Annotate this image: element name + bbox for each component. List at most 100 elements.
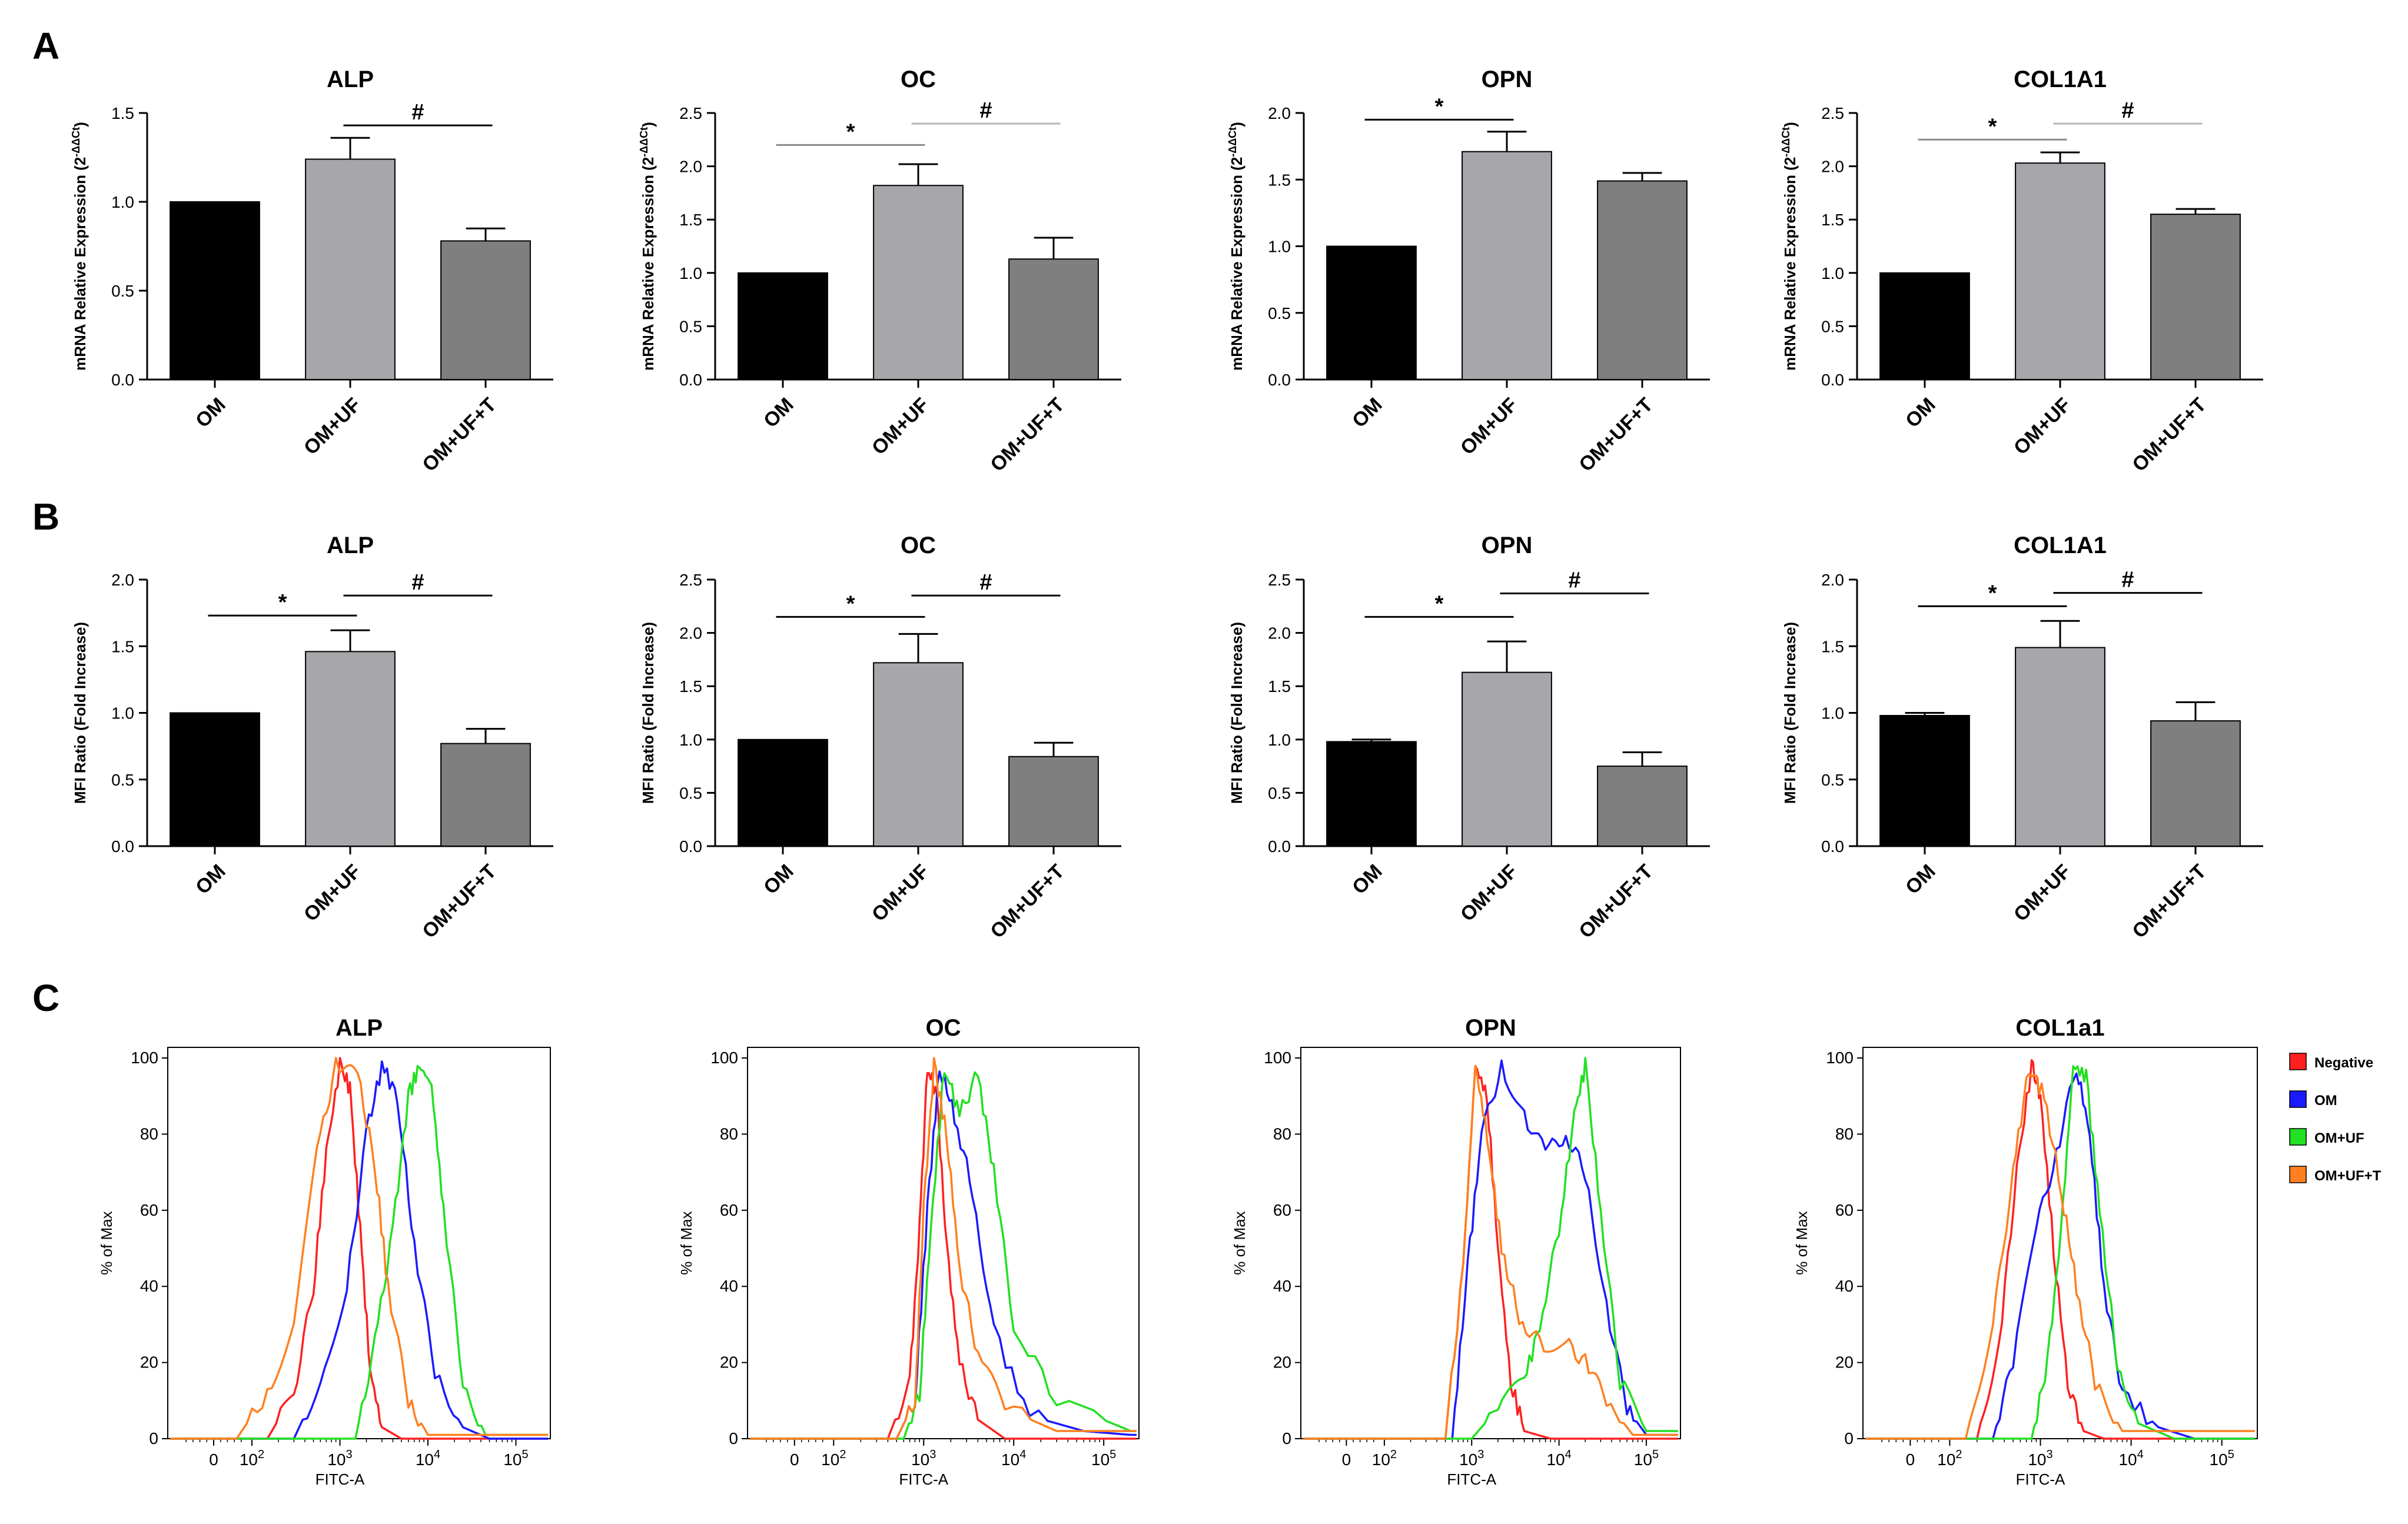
y-tick-label: 1.0 <box>679 731 702 749</box>
y-axis-label: mRNA Relative Expression (2-ΔΔCt) <box>1780 122 1799 371</box>
bar-om-uf <box>305 158 396 380</box>
bar-om-uf <box>1462 671 1552 847</box>
category-label: OM+UF <box>868 394 934 460</box>
y-tick-label: 1.0 <box>111 704 134 723</box>
y-tick-label: 2.0 <box>1821 571 1844 589</box>
bar-om-uf-t <box>1597 766 1688 847</box>
bar-om <box>1326 741 1417 847</box>
x-tick-base: 0 <box>790 1450 799 1469</box>
legend-label: OM+UF <box>2314 1130 2364 1146</box>
bar-om <box>170 712 260 847</box>
x-tick-label: 103 <box>911 1448 936 1469</box>
y-tick-label: 60 <box>720 1201 738 1219</box>
series-om <box>750 1070 1137 1440</box>
x-tick-exp: 4 <box>434 1448 440 1461</box>
series-om-uf <box>170 1064 548 1440</box>
bar-om-uf <box>305 651 396 847</box>
x-tick-label: 105 <box>1091 1448 1116 1469</box>
category-label: OM+UF+T <box>2128 860 2211 943</box>
chart-title: COL1a1 <box>2015 1015 2104 1041</box>
significance-symbol: # <box>979 570 992 595</box>
y-tick-label: 80 <box>720 1124 738 1143</box>
bar-om-uf-t <box>2150 214 2241 380</box>
y-axis-label-text: MFI Ratio (Fold Increase) <box>71 622 89 804</box>
category-label: OM <box>191 394 230 432</box>
plot-frame <box>1862 1047 2258 1439</box>
category-label: OM+UF+T <box>986 860 1069 943</box>
category-label: OM <box>1901 394 1940 432</box>
y-axis-label: mRNA Relative Expression (2-ΔΔCt) <box>70 122 89 371</box>
y-tick-label: 1.5 <box>111 637 134 655</box>
bar-om-uf <box>873 662 964 847</box>
x-tick-label: 0 <box>1342 1450 1351 1469</box>
y-tick-label: 1.0 <box>1821 704 1844 723</box>
chart-title: COL1A1 <box>2014 66 2107 92</box>
significance-symbol: # <box>1568 568 1580 593</box>
y-axis-label: MFI Ratio (Fold Increase) <box>1228 622 1245 804</box>
significance-symbol: # <box>979 98 992 123</box>
x-tick-base: 10 <box>1091 1450 1110 1469</box>
x-tick-label: 0 <box>1906 1450 1915 1469</box>
x-tick-base: 10 <box>1001 1450 1019 1469</box>
bar-om-uf-t <box>1008 756 1099 847</box>
x-axis-label: FITC-A <box>1447 1470 1496 1488</box>
chart-title: ALP <box>327 533 374 558</box>
bar-om-uf <box>2015 647 2105 847</box>
y-tick-label: 0.5 <box>1821 317 1844 335</box>
series-om-uf-t <box>750 1057 1137 1440</box>
y-tick-label: 40 <box>720 1277 738 1295</box>
y-tick-label: 2.5 <box>1268 571 1291 589</box>
x-tick-label: 103 <box>2028 1448 2052 1469</box>
y-tick-label: 0.0 <box>679 371 702 389</box>
category-label: OM+UF <box>2010 394 2075 460</box>
x-tick-base: 0 <box>1342 1450 1351 1469</box>
legend-label: OM+UF+T <box>2314 1168 2382 1184</box>
x-tick-exp: 3 <box>2047 1448 2053 1461</box>
y-axis-label-close: ) <box>1228 122 1245 127</box>
y-axis-label-sup: -ΔΔCt <box>70 127 82 157</box>
y-tick-label: 1.0 <box>1821 264 1844 282</box>
legend-swatch <box>2289 1166 2307 1183</box>
panel-letter-c: C <box>32 977 59 1019</box>
panel-letter-a: A <box>32 25 59 67</box>
x-tick-label: 102 <box>1937 1448 1962 1469</box>
category-label: OM+UF <box>1456 860 1522 926</box>
x-tick-base: 10 <box>821 1450 839 1469</box>
chart-title: OC <box>901 533 936 558</box>
y-tick-label: 60 <box>1273 1201 1291 1219</box>
y-tick-label: 40 <box>1273 1277 1291 1295</box>
y-axis-label: MFI Ratio (Fold Increase) <box>71 622 89 804</box>
x-tick-base: 10 <box>327 1450 346 1469</box>
bar-om-uf-t <box>1597 180 1688 380</box>
y-axis-label-text: mRNA Relative Expression (2 <box>1228 157 1245 371</box>
y-axis-label-close: ) <box>639 122 657 127</box>
bar-om-uf <box>1462 151 1552 380</box>
y-tick-label: 0.0 <box>1821 371 1844 389</box>
y-tick-label: 0 <box>729 1429 738 1448</box>
y-tick-label: 1.5 <box>1821 211 1844 229</box>
bar-om <box>1879 272 1970 380</box>
plot-frame <box>747 1047 1140 1439</box>
y-axis-label-text: MFI Ratio (Fold Increase) <box>1781 622 1799 804</box>
significance-symbol: # <box>2121 568 2134 593</box>
category-label: OM+UF <box>868 860 934 926</box>
series-negative <box>170 1057 548 1440</box>
y-axis-label-text: mRNA Relative Expression (2 <box>71 157 89 371</box>
y-axis-label: % of Max <box>677 1211 695 1275</box>
y-tick-label: 80 <box>1273 1124 1291 1143</box>
category-label: OM <box>759 394 798 432</box>
y-tick-label: 100 <box>1826 1049 1854 1067</box>
x-tick-exp: 2 <box>1955 1448 1962 1461</box>
x-tick-exp: 3 <box>346 1448 353 1461</box>
x-tick-exp: 5 <box>522 1448 529 1461</box>
bar-om <box>1326 245 1417 380</box>
category-label: OM <box>759 860 798 899</box>
x-tick-label: 102 <box>821 1448 846 1469</box>
y-tick-label: 20 <box>140 1353 158 1372</box>
x-tick-base: 10 <box>416 1450 434 1469</box>
x-axis-label: FITC-A <box>315 1470 365 1488</box>
